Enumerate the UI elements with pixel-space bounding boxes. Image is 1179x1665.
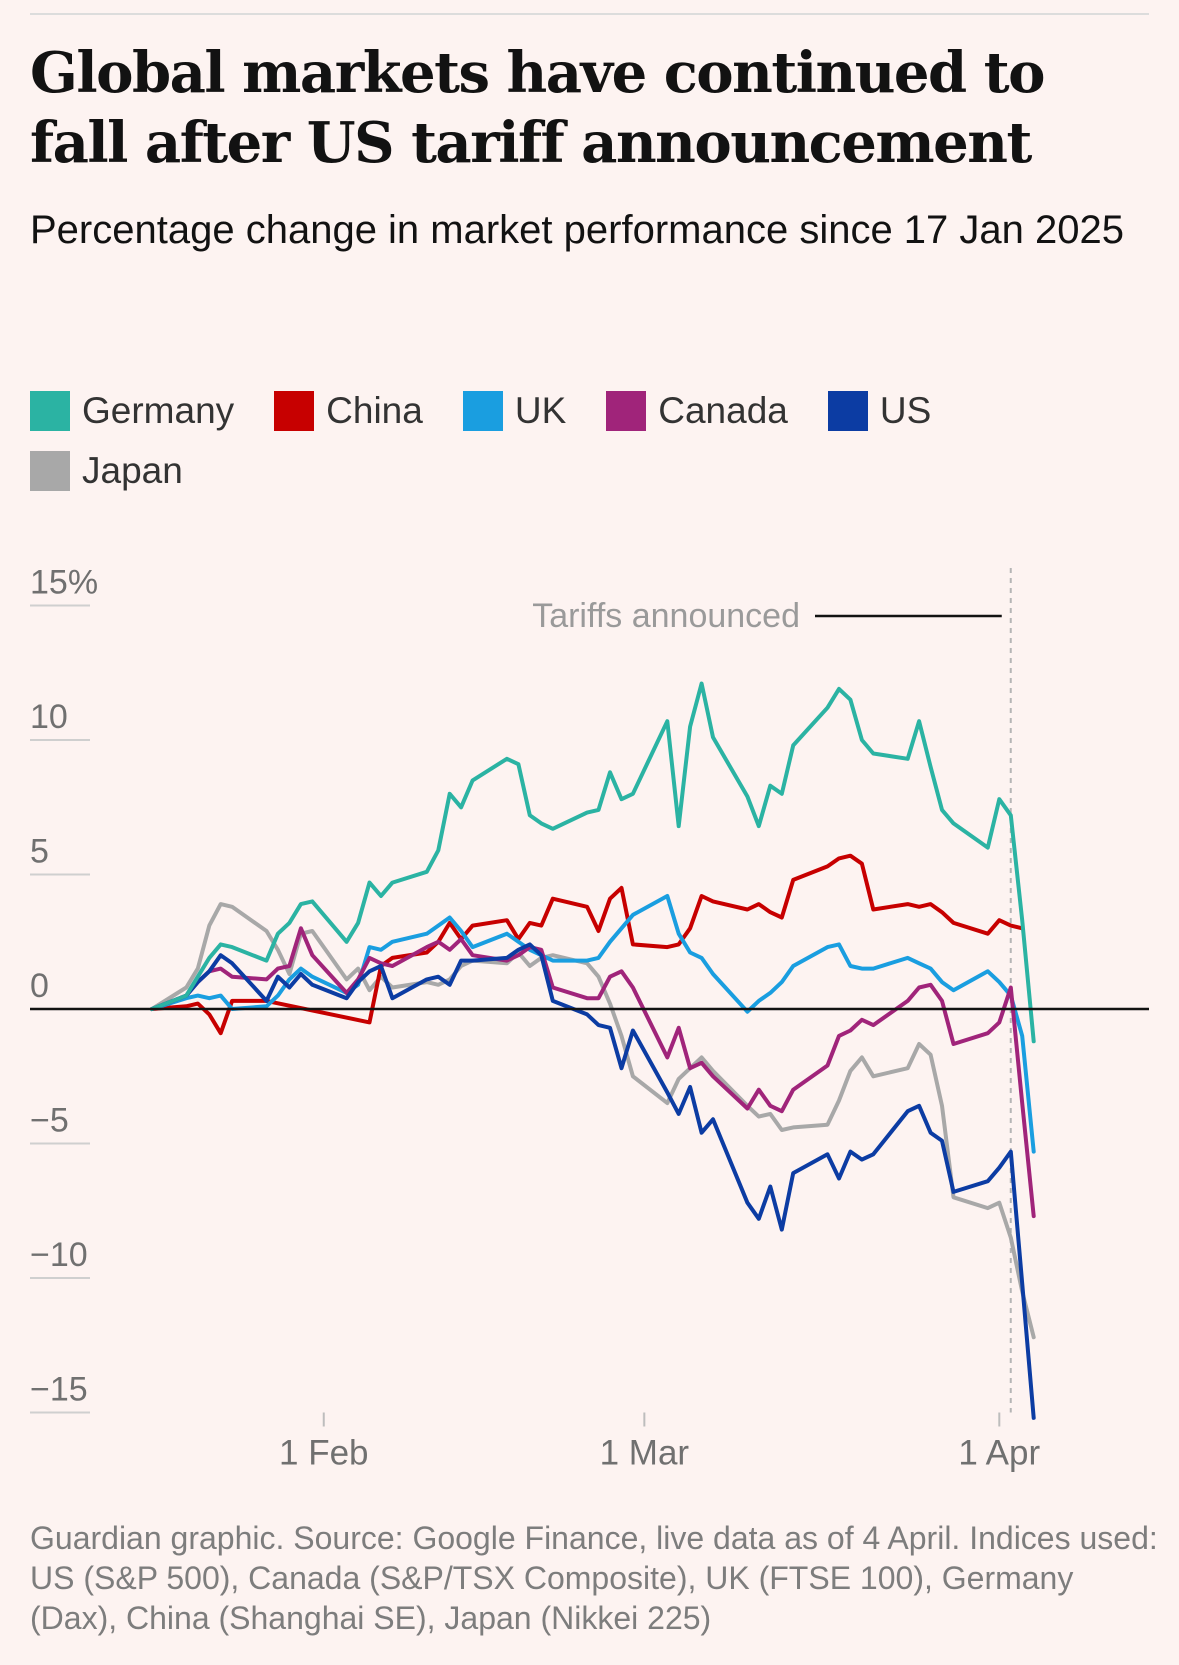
legend-item-china: China bbox=[274, 388, 423, 434]
source-note: Guardian graphic. Source: Google Finance… bbox=[30, 1520, 1158, 1636]
y-tick-label: −15 bbox=[30, 1371, 88, 1409]
legend-label: UK bbox=[514, 390, 567, 431]
legend-swatch bbox=[462, 391, 503, 431]
legend-label: Canada bbox=[658, 390, 788, 431]
legend-label: US bbox=[879, 390, 932, 431]
tariff-annotation-label: Tariffs announced bbox=[532, 597, 800, 635]
line-chart: 15% 10 5 0 −5 −10 −15 1 Feb 1 Mar 1 Apr Tariffs an… bbox=[30, 564, 1149, 1473]
chart-title: Global markets have continued to fall af… bbox=[30, 40, 1045, 176]
legend-label: Japan bbox=[82, 450, 183, 491]
y-tick-label: 15% bbox=[30, 564, 98, 602]
legend-item-canada: Canada bbox=[606, 388, 788, 434]
legend-swatch bbox=[606, 391, 647, 431]
series-line-us bbox=[150, 942, 1036, 1420]
chart-area: 15% 10 5 0 −5 −10 −15 1 Feb 1 Mar 1 Apr Tariffs an… bbox=[0, 540, 1179, 1485]
top-rule bbox=[30, 13, 1149, 15]
legend-item-germany: Germany bbox=[30, 388, 234, 434]
series-line-china bbox=[150, 853, 1025, 1036]
legend-item-japan: Japan bbox=[30, 448, 183, 494]
chart-legend: Germany China UK Canada US Japan bbox=[30, 388, 1130, 494]
legend-label: China bbox=[326, 390, 423, 431]
y-tick-label: 5 bbox=[30, 833, 49, 871]
series-line-uk bbox=[150, 894, 1036, 1154]
series-line-germany bbox=[150, 681, 1036, 1044]
x-tick-label: 1 Mar bbox=[600, 1434, 690, 1473]
legend-swatch bbox=[274, 391, 315, 431]
legend-swatch bbox=[30, 451, 70, 491]
series-line-canada bbox=[150, 926, 1036, 1219]
y-tick-label: 10 bbox=[30, 698, 68, 736]
legend-swatch bbox=[827, 391, 868, 431]
legend-swatch bbox=[30, 391, 70, 431]
legend-label: Germany bbox=[82, 390, 235, 431]
y-tick-label: −10 bbox=[30, 1236, 88, 1274]
y-tick-label: 0 bbox=[30, 967, 49, 1005]
x-tick-label: 1 Feb bbox=[279, 1434, 369, 1473]
chart-subtitle: Percentage change in market performance … bbox=[30, 208, 1125, 252]
legend-item-uk: UK bbox=[462, 388, 567, 434]
y-tick-label: −5 bbox=[30, 1102, 69, 1140]
x-tick-label: 1 Apr bbox=[958, 1434, 1040, 1473]
legend-item-us: US bbox=[827, 388, 932, 434]
